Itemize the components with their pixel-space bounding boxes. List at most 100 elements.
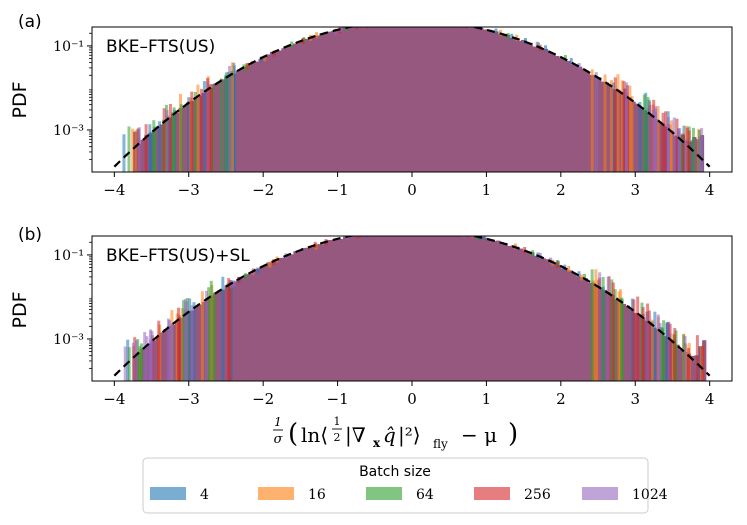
hist-bar <box>418 27 423 172</box>
hist-bar <box>572 272 577 381</box>
hist-bar <box>522 250 527 381</box>
hist-bar <box>297 251 302 381</box>
hist-bar <box>505 34 511 172</box>
hist-bar <box>388 236 394 381</box>
hist-bar <box>471 27 476 172</box>
panel-title-b: BKE–FTS(US)+SL <box>106 246 250 266</box>
series-1024-bar <box>672 117 676 172</box>
hist-bar <box>346 27 351 172</box>
hist-bar <box>312 245 317 381</box>
xlabel-fly: fly <box>433 437 448 451</box>
series-256-bar <box>272 50 276 57</box>
series-256-bar <box>675 118 679 172</box>
hist-bar <box>437 27 442 172</box>
series-16-bar <box>454 27 458 28</box>
hist-bar <box>292 43 297 172</box>
series-16-bar <box>470 236 474 238</box>
y-tick-label: 10⁻¹ <box>53 39 84 55</box>
series-4-bar <box>510 33 514 40</box>
hist-bar <box>423 236 428 381</box>
xlabel-close-paren: ) <box>508 419 518 449</box>
series-256-bar <box>556 261 560 268</box>
hist-bar <box>488 239 493 381</box>
hist-bar <box>216 82 221 172</box>
series-16-bar <box>394 228 397 234</box>
series-16-bar <box>230 62 234 172</box>
series-4-bar <box>192 302 196 381</box>
x-tick-label: −4 <box>103 390 125 408</box>
series-16-bar <box>442 20 445 26</box>
hist-bar <box>534 255 539 381</box>
series-16-bar <box>590 69 594 172</box>
series-1024-bar <box>698 136 702 172</box>
hist-bar <box>438 236 443 381</box>
hist-bar <box>679 349 684 381</box>
y-ticks-a: 10⁻¹ 10⁻³ <box>53 32 92 160</box>
hist-bar <box>281 48 286 172</box>
panel-title-a: BKE–FTS(US) <box>106 37 215 57</box>
series-256-bar <box>687 348 691 381</box>
hist-bar <box>503 242 508 381</box>
series-16-bar <box>196 84 200 172</box>
hist-bar <box>304 38 309 172</box>
series-4-bar <box>439 19 442 25</box>
plot-area-b <box>113 228 711 381</box>
hist-bar <box>404 236 409 381</box>
hist-bar <box>530 252 535 381</box>
series-4-bar <box>483 236 487 240</box>
hist-bar <box>513 38 518 172</box>
series-64-bar <box>138 346 142 381</box>
y-tick-label: 10⁻³ <box>53 123 84 139</box>
series-1024-bar <box>145 336 149 381</box>
series-1024-bar <box>339 27 343 33</box>
hist-bar <box>581 68 587 172</box>
hist-bar <box>197 304 203 381</box>
hist-bar <box>555 55 560 172</box>
series-16-bar <box>603 74 607 172</box>
y-tick-label: 10⁻³ <box>53 332 84 348</box>
hist-bar <box>373 236 378 381</box>
x-tick-label: 1 <box>482 181 492 199</box>
hist-bar <box>556 264 562 381</box>
series-256-bar <box>162 108 166 172</box>
series-64-bar <box>182 300 186 381</box>
series-4-bar <box>410 18 413 24</box>
hist-bar <box>385 236 390 381</box>
series-16-bar <box>263 55 267 62</box>
series-64-bar <box>244 273 248 280</box>
series-16-bar <box>668 124 672 172</box>
series-64-bar <box>660 329 664 381</box>
hist-bar <box>528 42 533 172</box>
hist-bar <box>281 257 287 381</box>
x-tick-label: −3 <box>178 390 200 408</box>
hist-bar <box>300 40 305 172</box>
hist-bar <box>304 247 310 381</box>
hist-bar <box>266 262 271 381</box>
series-1024-bar <box>383 20 386 26</box>
hist-bar <box>543 48 549 172</box>
hist-bar <box>507 245 512 381</box>
series-64-bar <box>209 280 213 381</box>
hist-bar <box>570 64 575 172</box>
series-1024-bar <box>170 323 174 381</box>
y-tick-label: 10⁻¹ <box>53 248 84 264</box>
series-64-bar <box>408 228 411 234</box>
hist-bar <box>155 126 160 172</box>
series-256-bar <box>157 320 161 381</box>
hist-bar <box>311 35 316 172</box>
hist-bar <box>331 239 336 381</box>
hist-bar <box>387 27 393 172</box>
xlabel-squared: |²⟩ <box>398 423 421 448</box>
series-16-bar <box>580 274 584 281</box>
series-256-bar <box>664 111 668 172</box>
legend-swatch-4 <box>150 487 186 500</box>
series-4-bar <box>569 58 573 65</box>
hist-bar <box>461 236 466 381</box>
hist-bar <box>414 27 419 172</box>
hist-bar <box>255 268 260 381</box>
series-4-bar <box>665 322 669 381</box>
series-64-bar <box>179 104 183 172</box>
hist-bar <box>621 303 627 381</box>
series-1024-bar <box>577 63 581 70</box>
hist-bar <box>427 236 432 381</box>
